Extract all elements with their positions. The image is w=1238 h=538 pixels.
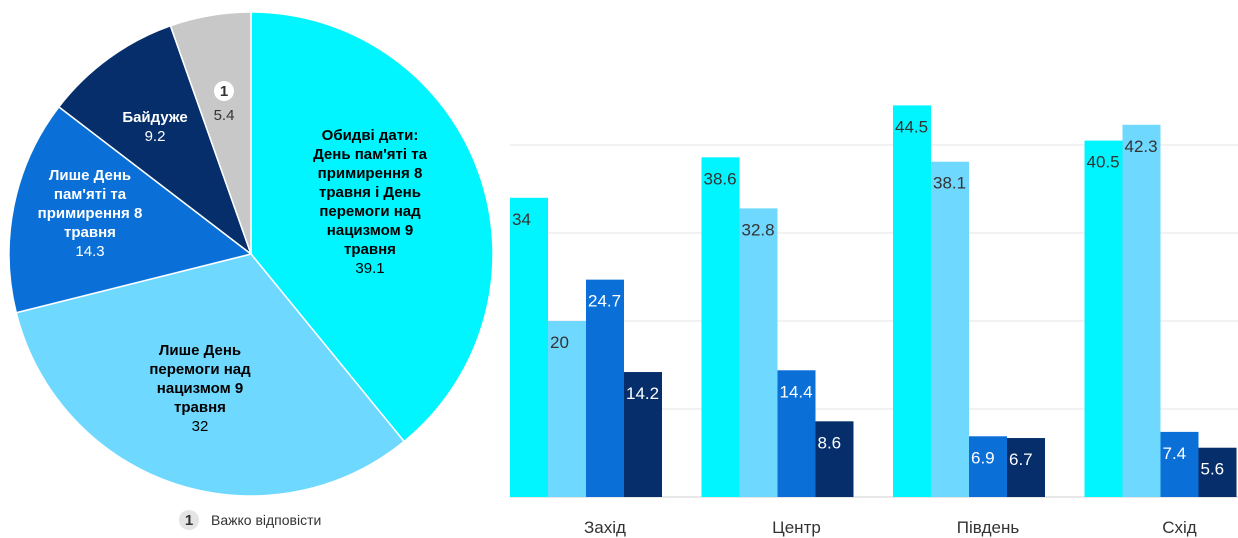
bar-value-label: 6.7 xyxy=(1009,450,1033,469)
pie-marker-circle xyxy=(214,81,234,101)
bar-value-label: 24.7 xyxy=(588,292,621,311)
category-label: Південь xyxy=(957,518,1020,537)
pie-slice-1 xyxy=(15,253,406,497)
pie-value-label: 32 xyxy=(192,418,209,435)
category-label: Схід xyxy=(1162,518,1197,537)
pie-label-line: Байдуже xyxy=(122,109,187,126)
bar-3-2 xyxy=(1160,431,1199,497)
pie-legend: 1 Важко відповісти xyxy=(179,510,321,530)
bar-value-label: 32.8 xyxy=(742,220,775,239)
legend-marker-circle xyxy=(179,510,199,530)
pie-label-line: Лише День xyxy=(159,342,241,359)
legend-label: Важко відповісти xyxy=(211,512,321,528)
pie-value-label: 39.1 xyxy=(355,260,384,277)
pie-value-label: 5.4 xyxy=(214,107,235,124)
bar-3-1 xyxy=(1122,124,1161,497)
pie-label-line: перемоги над xyxy=(319,203,421,220)
bar-2-3 xyxy=(1007,438,1045,497)
bar-1-1 xyxy=(739,208,778,498)
bar-value-label: 44.5 xyxy=(895,117,928,136)
bar-value-label: 38.6 xyxy=(704,169,737,188)
pie-value-label: 9.2 xyxy=(145,128,166,145)
pie-label-line: травня xyxy=(64,224,116,241)
pie-slice-3 xyxy=(57,24,253,257)
bar-value-label: 40.5 xyxy=(1087,153,1120,172)
bar-value-label: 7.4 xyxy=(1163,444,1187,463)
pie-label-line: Обидві дати: xyxy=(322,127,419,144)
pie-label-line: травня і День xyxy=(319,184,421,201)
bar-2-0 xyxy=(893,105,931,498)
category-label: Захід xyxy=(584,518,626,537)
bar-categories: Захід Центр Південь Схід xyxy=(584,518,1197,537)
pie-label-line: травня xyxy=(344,241,396,258)
pie-label-line: примирення 8 xyxy=(318,165,423,182)
bar-2-2 xyxy=(969,436,1007,497)
bar-value-label: 34 xyxy=(512,210,531,229)
bar-0-0 xyxy=(510,197,548,498)
pie-label-line: День пам'яті та xyxy=(313,146,428,163)
bar-value-label: 14.4 xyxy=(780,382,813,401)
pie-marker-text: 1 xyxy=(220,83,228,100)
bar-value-label: 14.2 xyxy=(626,384,659,403)
pie-label-line: примирення 8 xyxy=(38,205,143,222)
bar-value-label: 38.1 xyxy=(933,174,966,193)
pie-label-line: перемоги над xyxy=(149,361,251,378)
bar-0-2 xyxy=(586,279,624,497)
category-label: Центр xyxy=(772,518,821,537)
bar-value-label: 5.6 xyxy=(1201,460,1225,479)
bar-value-label: 42.3 xyxy=(1125,137,1158,156)
pie-slice-0 xyxy=(250,11,494,443)
pie-chart: Обидві дати: День пам'яті та примирення 8 т… xyxy=(8,11,494,497)
pie-label-line: нацизмом 9 xyxy=(327,222,413,239)
bar-0-3 xyxy=(624,372,662,497)
bar-1-0 xyxy=(701,157,740,497)
pie-value-label: 14.3 xyxy=(75,243,104,260)
bar-value-label: 8.6 xyxy=(818,433,842,452)
bar-value-label: 6.9 xyxy=(971,448,995,467)
bar-value-label: 20 xyxy=(550,333,569,352)
pie-label-line: нацизмом 9 xyxy=(157,380,243,397)
bar-0-1 xyxy=(548,321,586,497)
pie-slice-4 xyxy=(169,11,252,255)
pie-slice-2 xyxy=(8,105,253,314)
legend-marker-text: 1 xyxy=(185,512,193,529)
pie-label-line: травня xyxy=(174,399,226,416)
bar-1-2 xyxy=(777,370,816,497)
bar-chart: 34 20 24.7 14.2 38.6 32.8 14.4 8.6 44.5 38.1 6.9 6.… xyxy=(510,105,1237,498)
pie-label-line: Лише День xyxy=(49,167,131,184)
bar-3-3 xyxy=(1198,447,1237,497)
pie-label-line: пам'яті та xyxy=(54,186,127,203)
bar-2-1 xyxy=(931,161,969,497)
bar-1-3 xyxy=(815,421,854,497)
bar-3-0 xyxy=(1084,140,1123,497)
